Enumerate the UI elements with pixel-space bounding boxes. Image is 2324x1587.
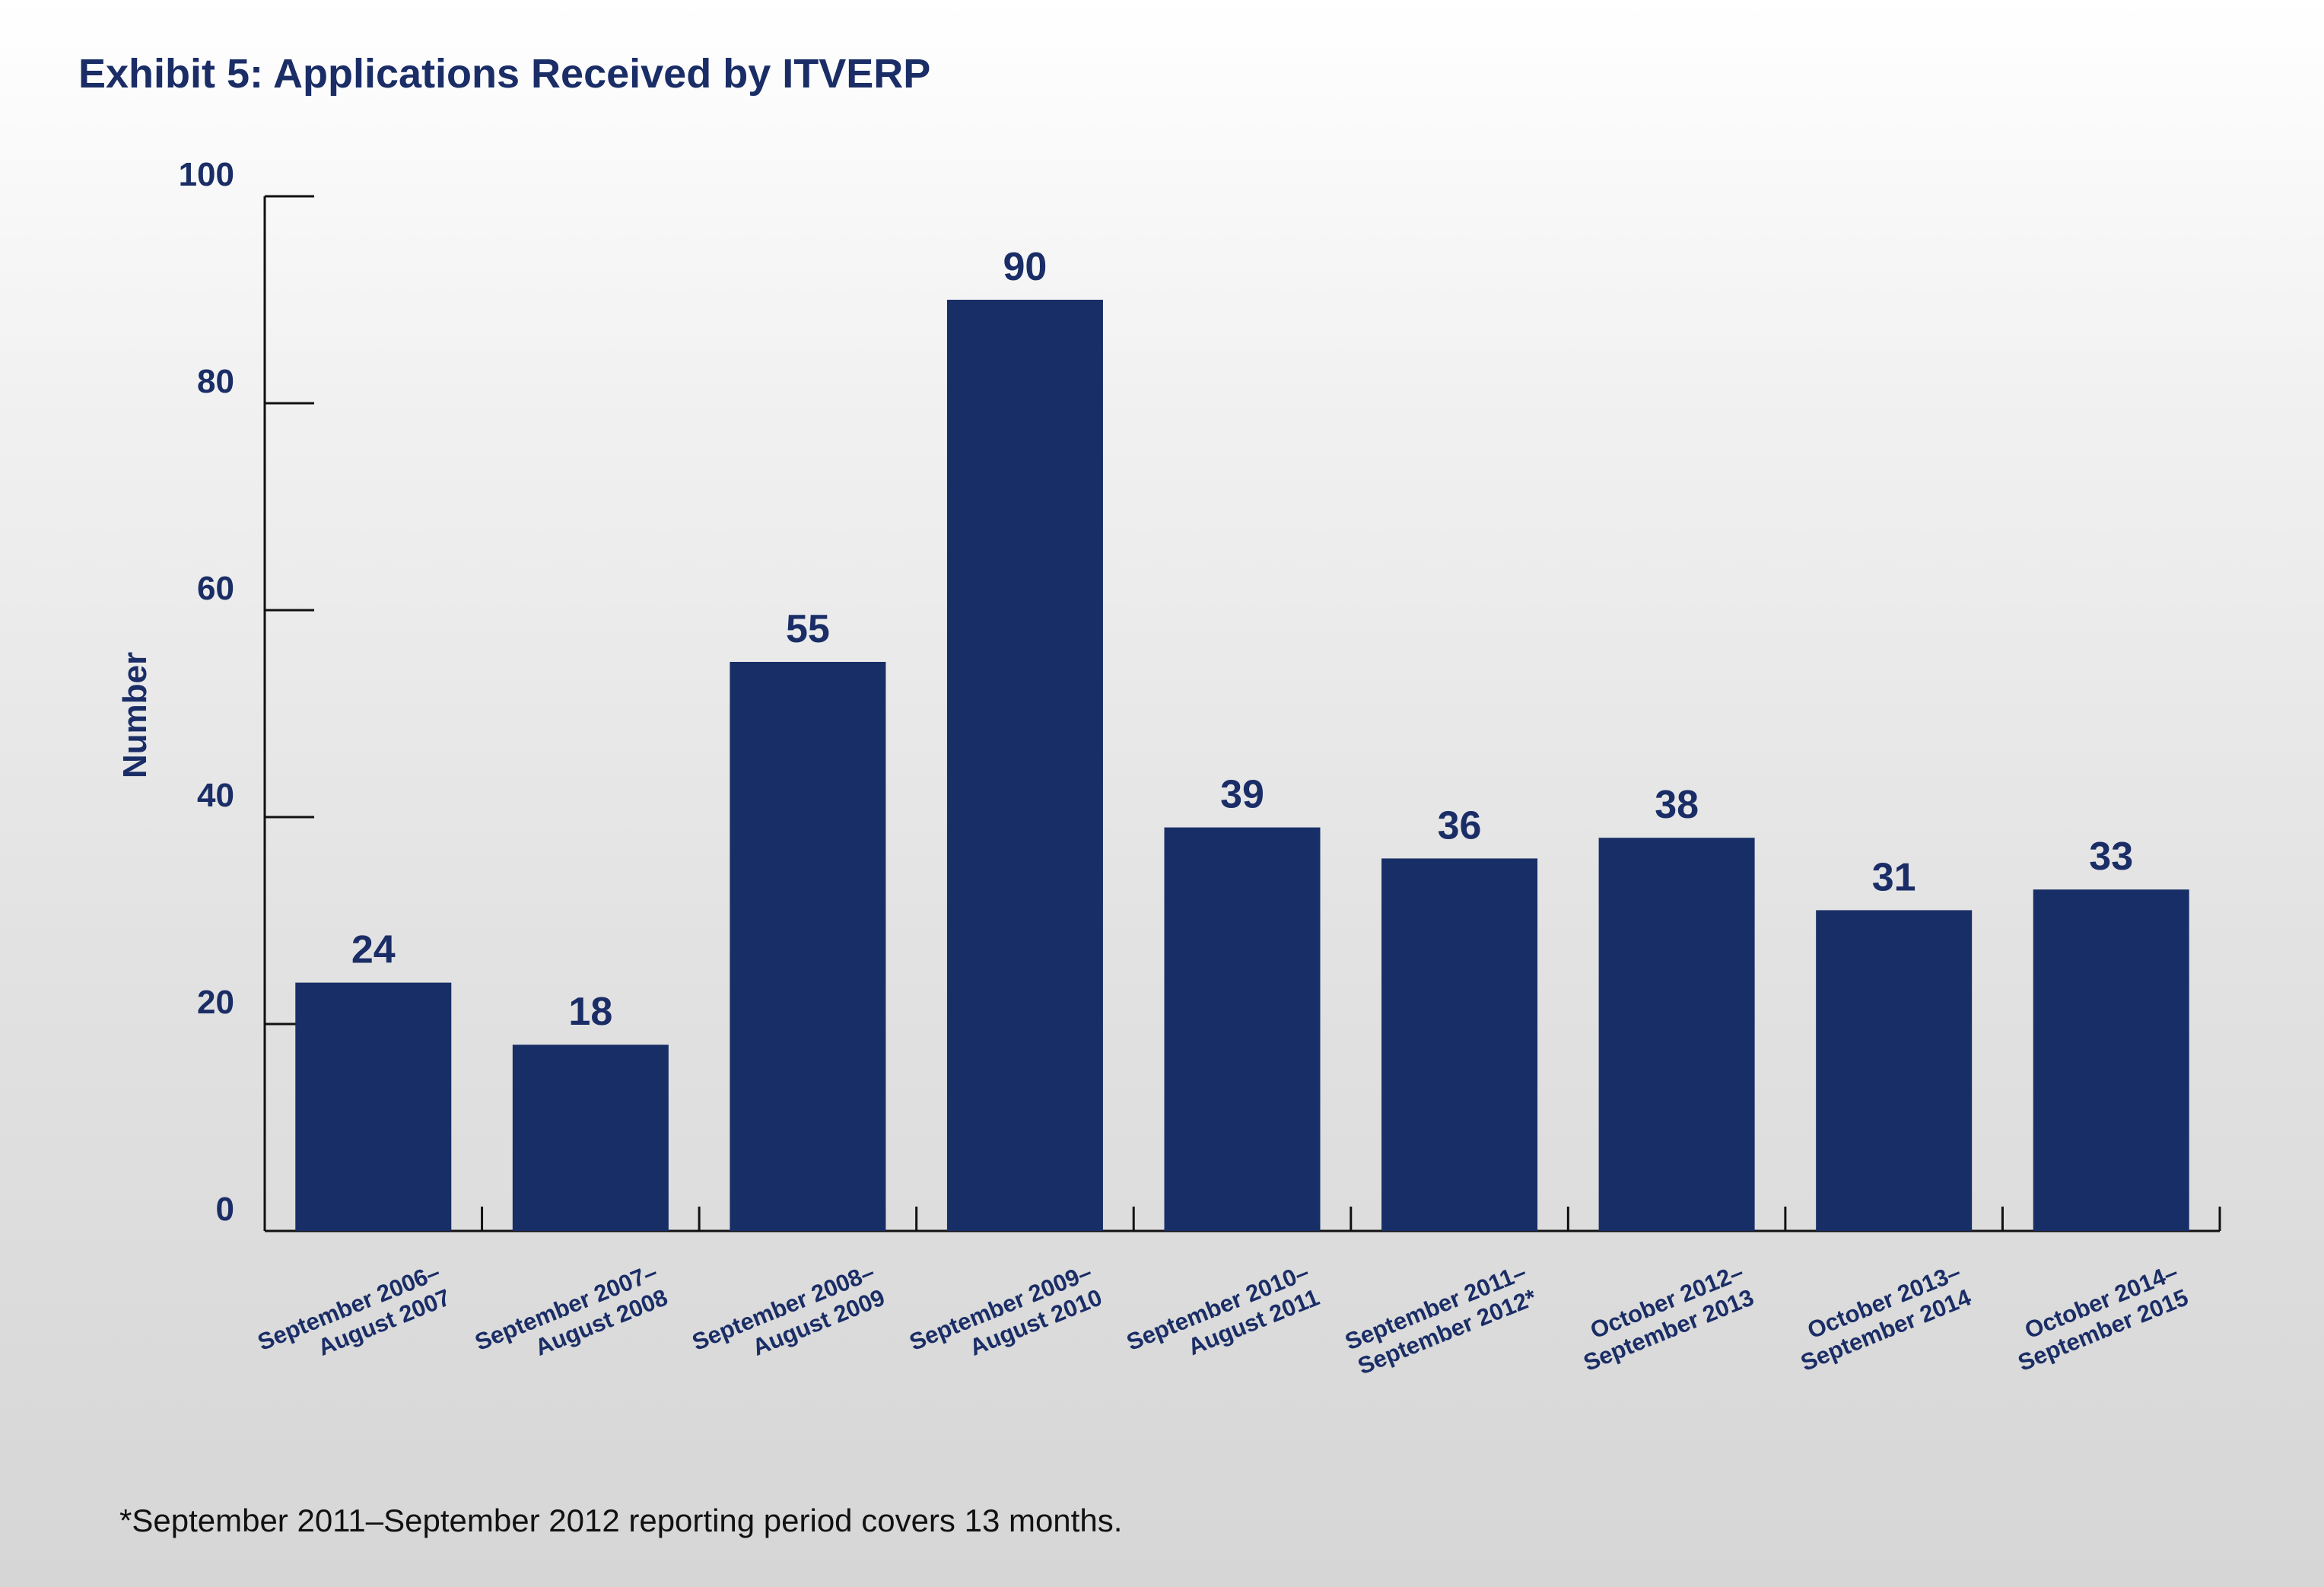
y-tick-label: 60	[197, 570, 234, 607]
data-label: 55	[786, 607, 830, 651]
category-label: September 2008–August 2009	[688, 1258, 889, 1361]
category-label: September 2009–August 2010	[905, 1258, 1105, 1361]
category-label: October 2014–September 2015	[2014, 1258, 2192, 1376]
data-label: 24	[351, 928, 396, 972]
bar	[512, 1045, 669, 1231]
category-labels: September 2006–August 2007 September 2007…	[254, 1258, 2192, 1379]
data-label: 31	[1872, 855, 1916, 899]
y-tick-label: 80	[197, 363, 234, 400]
y-axis-title: Number	[116, 652, 154, 778]
chart-title: Exhibit 5: Applications Received by ITVE…	[78, 51, 931, 97]
data-label: 36	[1438, 803, 1482, 848]
y-tick-label: 0	[216, 1191, 234, 1228]
footnote: *September 2011–September 2012 reporting…	[119, 1503, 1123, 1538]
category-label: September 2007–August 2008	[471, 1258, 671, 1361]
bar	[1598, 838, 1755, 1231]
bar	[730, 662, 886, 1231]
bar	[295, 982, 452, 1231]
data-label: 38	[1655, 783, 1699, 827]
y-axis: 0 20 40 60 80 100	[179, 156, 314, 1231]
category-label: September 2010–August 2011	[1123, 1258, 1323, 1360]
y-tick-label: 40	[197, 777, 234, 814]
bar	[1381, 858, 1538, 1231]
bar	[1164, 827, 1321, 1231]
data-label: 33	[2089, 835, 2133, 879]
category-label: October 2012–September 2013	[1580, 1258, 1758, 1376]
bars	[295, 300, 2189, 1231]
category-label: October 2013–September 2014	[1797, 1258, 1975, 1376]
bar	[1816, 910, 1973, 1231]
data-label: 90	[1003, 245, 1048, 289]
category-label: September 2011–September 2012*	[1341, 1258, 1540, 1379]
data-label: 39	[1220, 773, 1264, 817]
bar	[946, 300, 1103, 1231]
category-label: September 2006–August 2007	[254, 1258, 454, 1361]
data-label: 18	[568, 990, 612, 1034]
data-labels: 24 18 55 90 39 36 38 31 33	[351, 245, 2133, 1034]
bar	[2033, 889, 2189, 1231]
y-tick-label: 20	[197, 984, 234, 1021]
y-tick-label: 100	[179, 156, 234, 193]
